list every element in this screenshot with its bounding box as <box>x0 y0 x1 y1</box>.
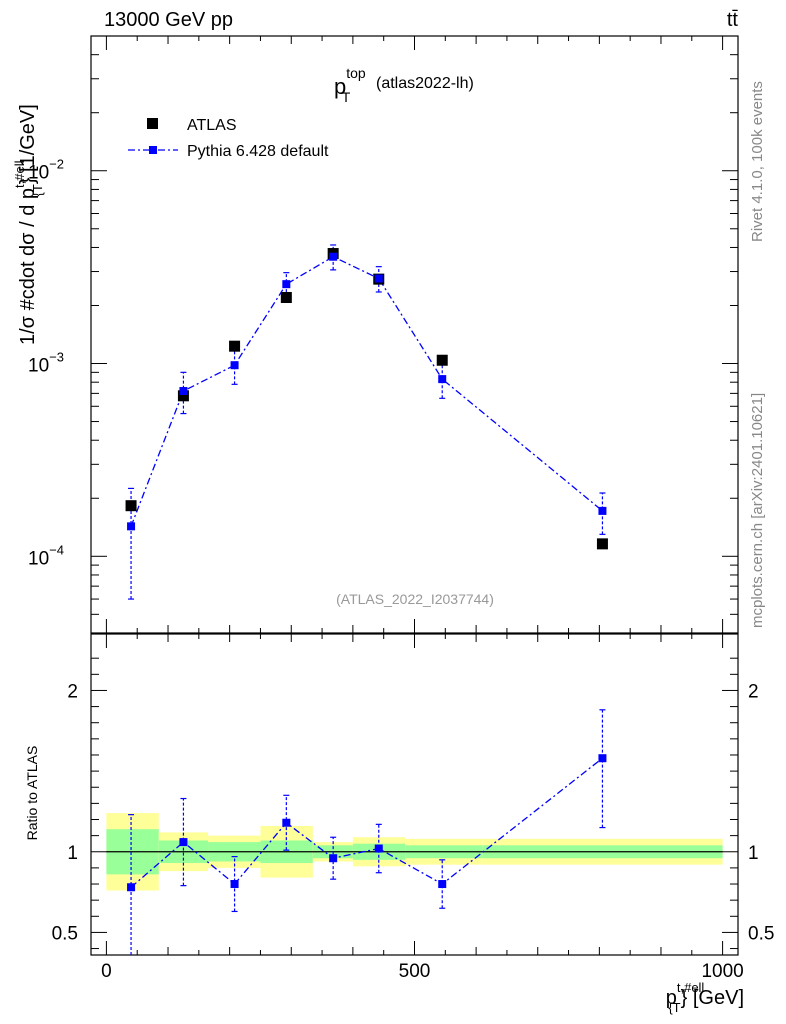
legend-atlas-marker <box>147 118 158 129</box>
legend: ATLAS Pythia 6.428 default <box>128 117 329 160</box>
ratio-data-point <box>374 844 383 853</box>
plot-title-suffix: (atlas2022-lh) <box>376 75 474 92</box>
energy-label: 13000 GeV pp <box>104 9 233 31</box>
main-y-tick-exponent: −3 <box>49 350 64 365</box>
x-axis-label-sup: t,#ell <box>677 980 705 995</box>
process-label: tt̄ <box>727 9 739 31</box>
main-y-tick-label: 10−4 <box>28 542 64 569</box>
x-tick-label: 500 <box>399 961 431 982</box>
analysis-watermark: (ATLAS_2022_I2037744) <box>336 591 494 607</box>
pythia-data-point <box>374 274 383 283</box>
ratio-y-tick-label-right: 1 <box>748 843 759 864</box>
x-tick-label: 0 <box>101 961 112 982</box>
legend-pythia-marker <box>149 146 157 154</box>
legend-pythia-label: Pythia 6.428 default <box>187 143 329 160</box>
main-plot-marks: 10−410−310−2 <box>28 35 739 634</box>
rivet-version-label: Rivet 4.1.0, 100k events <box>749 81 766 242</box>
x-axis-label: pt,#ell {T} [GeV] <box>666 980 744 1015</box>
ratio-data-point <box>230 880 239 889</box>
ratio-data-point <box>329 854 338 863</box>
plot-title-sup: top <box>346 65 366 81</box>
atlas-data-point <box>436 354 448 366</box>
ratio-y-tick-label-right: 2 <box>748 681 759 702</box>
ratio-data-point <box>127 883 136 892</box>
ratio-y-tick-label-right: 0.5 <box>748 923 774 944</box>
pythia-data-point <box>230 361 239 370</box>
main-y-tick-exponent: −2 <box>49 157 64 172</box>
ratio-data-point <box>179 838 188 847</box>
x-tick-label: 1000 <box>701 961 743 982</box>
plot-title: ptop T <box>334 65 366 105</box>
ratio-data-point <box>598 754 607 763</box>
ratio-y-tick-label-left: 1 <box>67 843 78 864</box>
atlas-data-point <box>280 292 292 304</box>
main-y-axis-label-text: 1/σ #cdot dσ / d p <box>17 188 39 345</box>
ratio-data-point <box>438 880 447 889</box>
ratio-data-point <box>282 818 291 827</box>
ratio-y-tick-label-left: 2 <box>67 681 78 702</box>
atlas-data-point <box>125 500 137 512</box>
pythia-data-point <box>127 522 136 531</box>
x-axis-label-unit: } [GeV] <box>681 987 744 1009</box>
plot-title-sub: T <box>342 89 351 105</box>
atlas-data-point <box>177 390 189 402</box>
ratio-y-tick-label-left: 0.5 <box>52 923 78 944</box>
legend-atlas-label: ATLAS <box>187 117 237 134</box>
main-y-tick-label: 10−3 <box>28 350 64 377</box>
pythia-data-point <box>179 387 188 396</box>
pythia-series-line <box>130 256 603 527</box>
main-y-tick-label: 10−2 <box>28 157 64 184</box>
x-axis-label-sub: {T <box>668 1000 680 1015</box>
main-y-axis-label: 1/σ #cdot dσ / d pt,#ell{T} [1/GeV] <box>12 104 45 345</box>
main-y-tick-exponent: −4 <box>49 542 64 557</box>
main-y-tick-mantissa: 10 <box>28 548 49 569</box>
main-y-axis-label-sub: {T <box>30 184 45 196</box>
ratio-y-axis-label: Ratio to ATLAS <box>24 746 40 841</box>
main-panel: 10−410−310−2 ptop T (atlas2022-lh) (ATLAS… <box>12 35 739 634</box>
main-y-axis-label-sup: t,#ell <box>12 160 27 188</box>
pythia-data-point <box>598 506 607 515</box>
main-y-tick-mantissa: 10 <box>28 356 49 377</box>
pythia-data-point <box>329 252 338 261</box>
ratio-series-line <box>130 757 603 888</box>
main-y-axis-label-unit: } [1/GeV] <box>17 104 39 184</box>
x-axis-label-text: p <box>666 987 677 1009</box>
mcplots-credit-label: mcplots.cern.ch [arXiv:2401.10621] <box>749 393 766 628</box>
atlas-data-point <box>229 340 241 352</box>
pythia-data-point <box>282 280 291 289</box>
plot-title-main: p <box>334 74 346 99</box>
pythia-data-point <box>438 375 447 384</box>
ratio-frame <box>90 633 739 956</box>
atlas-data-point <box>596 538 608 550</box>
main-y-tick-mantissa: 10 <box>28 163 49 184</box>
